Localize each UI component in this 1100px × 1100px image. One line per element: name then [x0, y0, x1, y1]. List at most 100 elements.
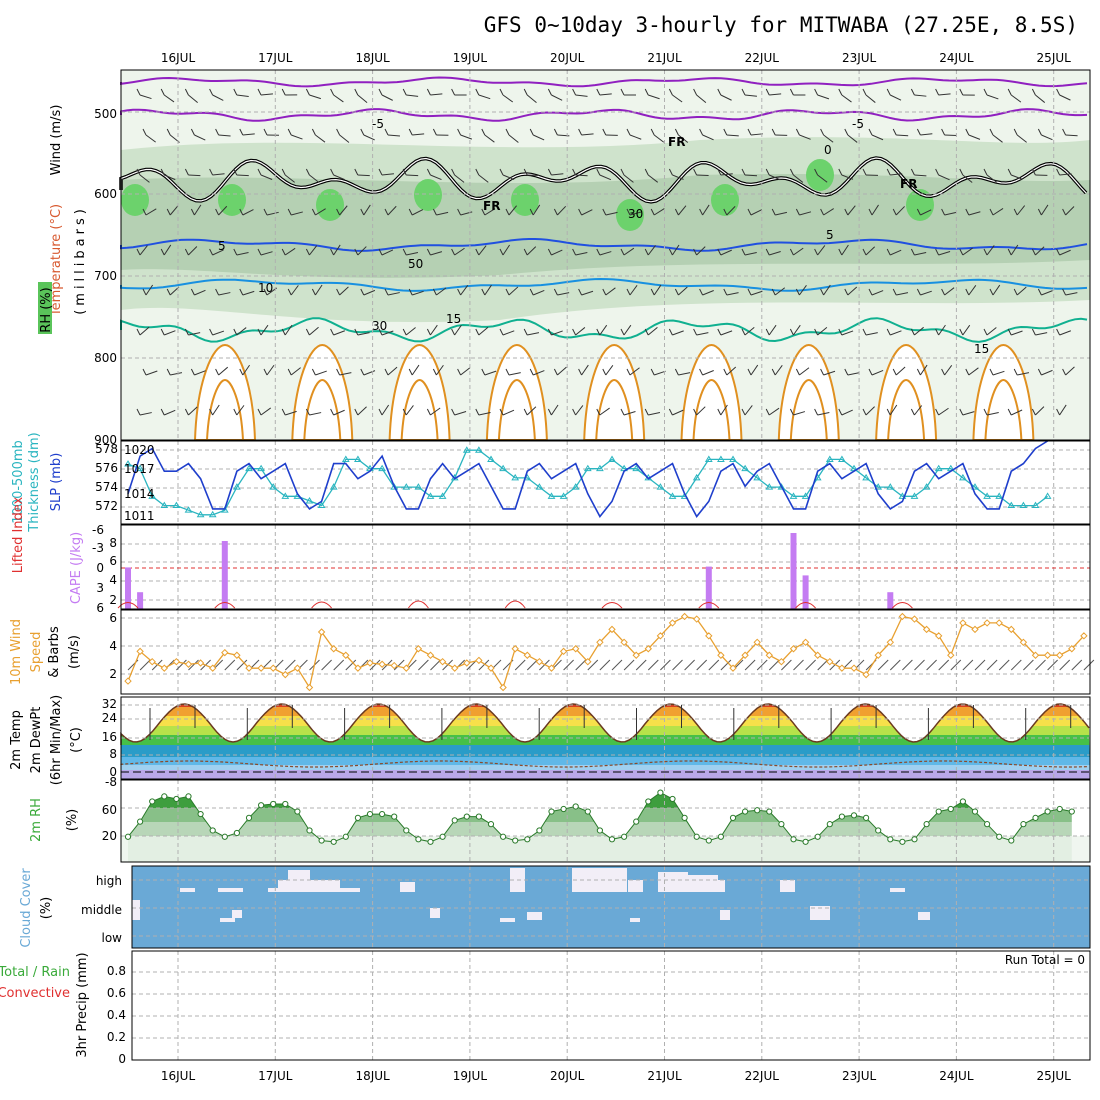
barb [218, 205, 228, 216]
wind10-barb [889, 659, 901, 671]
wind-marker [136, 647, 144, 656]
thickness-marker [1043, 492, 1052, 499]
temp-label-2: 2m DewPt [29, 707, 44, 774]
barb-flag [330, 168, 335, 176]
wind-marker [765, 651, 774, 659]
wind10-barb [805, 659, 816, 671]
barb [188, 246, 198, 256]
barb [1041, 369, 1053, 376]
barb-flag [795, 208, 800, 216]
barb [242, 133, 255, 136]
wind10-barb [1035, 659, 1046, 671]
thickness-marker [245, 464, 253, 472]
barb [895, 206, 905, 216]
barb-flag [330, 88, 335, 96]
temp-tick-24: 24 [102, 711, 117, 725]
barb [145, 208, 157, 216]
thickness-marker [172, 501, 181, 509]
li-bump [892, 602, 913, 609]
barb [653, 208, 665, 216]
barb-flag [717, 328, 722, 336]
temp-band [121, 757, 1090, 765]
barb [309, 174, 320, 183]
rh-marker [790, 836, 797, 843]
barb-flag [451, 88, 456, 96]
barb [720, 404, 728, 416]
barb-flag [596, 168, 601, 176]
wind-marker [789, 645, 798, 653]
barb [726, 206, 736, 216]
barb-flag [529, 128, 534, 136]
barb-flag [578, 368, 583, 376]
barb [847, 286, 858, 296]
thickness-bg [121, 441, 1090, 524]
barb [841, 409, 853, 416]
upper-grid [121, 70, 1090, 440]
thickness-marker [269, 483, 278, 490]
rh-marker [233, 829, 240, 837]
barb [436, 211, 449, 216]
wind10-barb [1010, 659, 1022, 671]
barb [623, 411, 636, 416]
barb [291, 134, 303, 140]
barb [968, 284, 977, 296]
thickness-marker [668, 492, 677, 499]
barb [357, 174, 370, 177]
barb [623, 247, 635, 256]
wind-marker [668, 619, 677, 627]
wind-label-4: (m/s) [67, 635, 82, 669]
thickness-marker [559, 492, 568, 499]
barb-flag [1056, 168, 1061, 176]
wind-label-3: & Barbs [47, 626, 62, 678]
rh-marker [984, 821, 991, 828]
thickness-marker [184, 506, 193, 513]
day-label-top: 24JUL [939, 51, 974, 65]
barb-flag [1037, 128, 1042, 136]
upper-tick-900: 900 [94, 433, 117, 447]
barb [798, 285, 807, 296]
cloud-tick-high: high [96, 874, 122, 888]
thickness-marker [571, 483, 580, 490]
barb-flag [330, 408, 335, 416]
contour-10 [120, 277, 1088, 292]
barb [629, 285, 638, 296]
wind-marker [959, 619, 967, 627]
barb [774, 287, 786, 296]
cloud-block [180, 888, 195, 892]
rh-marker [645, 798, 652, 805]
barb-flag [959, 168, 964, 176]
cloud-block [232, 910, 242, 918]
wind-barbs [136, 88, 1078, 416]
barb-flag [717, 248, 722, 256]
barb [986, 412, 999, 416]
rh-marker [500, 833, 507, 840]
barb [647, 326, 658, 336]
barb-flag [674, 368, 679, 376]
barb-flag [620, 328, 625, 336]
wind10-barb [514, 659, 526, 671]
barb-flag [426, 88, 431, 96]
barb-flag [674, 128, 679, 136]
barb-flag [838, 248, 843, 256]
wind-marker [366, 659, 374, 667]
wind10-barb [236, 659, 248, 671]
barb-flag [311, 368, 316, 376]
barb-flag [499, 408, 504, 416]
barb-flag [596, 88, 601, 96]
barb-flag [693, 88, 698, 96]
barb-flag [1037, 208, 1042, 216]
barb [363, 134, 375, 141]
barb-flag [233, 168, 238, 176]
wind-marker [1080, 632, 1088, 640]
rh-marker [149, 798, 156, 805]
wind-marker [172, 657, 181, 666]
barb [478, 245, 487, 256]
barb [435, 364, 444, 376]
barb [411, 209, 424, 216]
wind10-bg [121, 610, 1090, 694]
barb [430, 93, 443, 96]
barb-flag [233, 248, 238, 256]
wind-marker [1007, 625, 1016, 634]
temp-tick-8: 8 [109, 747, 117, 761]
barb [339, 205, 348, 216]
